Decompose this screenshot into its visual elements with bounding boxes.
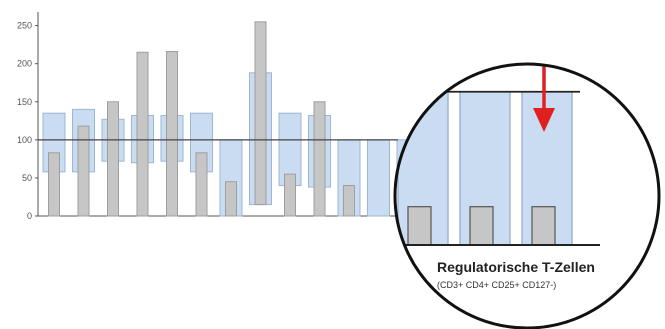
range-bar [367, 139, 390, 217]
bar-group [42, 21, 420, 217]
down-arrow-icon [533, 108, 555, 132]
zoom-value-bar [469, 206, 494, 246]
y-tick-label: 50 [22, 173, 32, 183]
y-tick-label: 0 [27, 211, 32, 221]
value-bar [195, 152, 208, 217]
value-bar [166, 51, 178, 217]
zoom-subtitle: (CD3+ CD4+ CD25+ CD127-) [437, 280, 556, 290]
y-tick-label: 150 [17, 97, 32, 107]
magnifier-rim [393, 62, 661, 329]
y-tick-label: 100 [17, 135, 32, 145]
value-bar [136, 51, 149, 217]
value-bar [107, 101, 119, 217]
value-bar [254, 21, 267, 206]
y-tick-label: 250 [17, 21, 32, 31]
y-axis: 0 50 100 150 200 250 [17, 12, 395, 221]
value-bar [284, 173, 296, 217]
y-tick-label: 200 [17, 59, 32, 69]
value-bar [77, 125, 90, 217]
value-bar [343, 185, 355, 217]
zoom-value-bar [407, 206, 432, 246]
zoom-title: Regulatorische T-Zellen [437, 259, 595, 275]
zoom-value-bar [531, 206, 556, 246]
value-bar [225, 181, 237, 217]
value-bar [48, 152, 60, 217]
value-bar [313, 101, 326, 217]
